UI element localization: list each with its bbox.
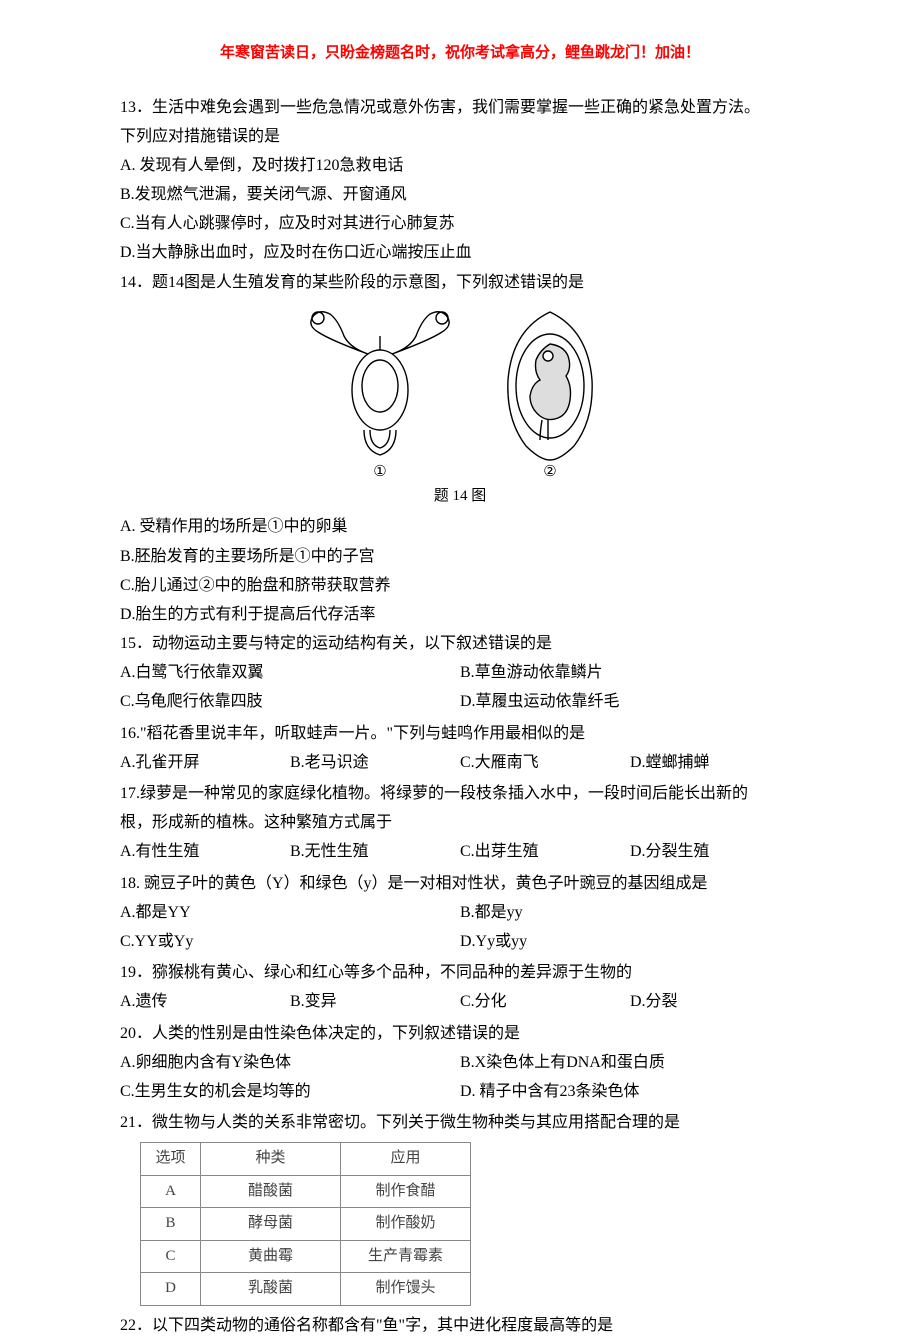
q18-stem: 18. 豌豆子叶的黄色（Y）和绿色（y）是一对相对性状，黄色子叶豌豆的基因组成是 [120,870,800,897]
q17-option-b: B.无性生殖 [290,838,460,865]
q16-stem: 16."稻花香里说丰年，听取蛙声一片。"下列与蛙鸣作用最相似的是 [120,720,800,747]
q19-option-b: B.变异 [290,988,460,1015]
q13-stem-2: 下列应对措施错误的是 [120,123,800,150]
q21-td: B [141,1208,201,1241]
q13-option-a: A. 发现有人晕倒，及时拨打120急救电话 [120,152,800,179]
question-20: 20．人类的性别是由性染色体决定的，下列叙述错误的是 A.卵细胞内含有Y染色体 … [120,1020,800,1108]
q18-option-a: A.都是YY [120,899,460,926]
q20-option-c: C.生男生女的机会是均等的 [120,1078,460,1105]
q21-table: 选项种类应用 A醋酸菌制作食醋B酵母菌制作酸奶C黄曲霉生产青霉素D乳酸菌制作馒头 [140,1142,471,1306]
q21-th: 选项 [141,1143,201,1176]
q14-stem: 14．题14图是人生殖发育的某些阶段的示意图，下列叙述错误的是 [120,269,800,296]
q20-option-d: D. 精子中含有23条染色体 [460,1078,800,1105]
q18-option-c: C.YY或Yy [120,928,460,955]
q21-th: 种类 [201,1143,341,1176]
q16-option-a: A.孔雀开屏 [120,749,290,776]
header-motto: 年寒窗苦读日，只盼金榜题名时，祝你考试拿高分，鲤鱼跳龙门！加油！ [120,40,800,66]
q15-option-a: A.白鹭飞行依靠双翼 [120,659,460,686]
question-13: 13．生活中难免会遇到一些危急情况或意外伤害，我们需要掌握一些正确的紧急处置方法… [120,94,800,267]
q18-option-b: B.都是yy [460,899,800,926]
q19-option-d: D.分裂 [630,988,800,1015]
figure-14: ① ② 题 14 图 [120,300,800,510]
q17-stem-1: 17.绿萝是一种常见的家庭绿化植物。将绿萝的一段枝条插入水中，一段时间后能长出新… [120,780,800,807]
q19-option-c: C.分化 [460,988,630,1015]
question-21: 21．微生物与人类的关系非常密切。下列关于微生物种类与其应用搭配合理的是 选项种… [120,1109,800,1306]
q21-td: 制作酸奶 [341,1208,471,1241]
q16-option-d: D.螳螂捕蝉 [630,749,800,776]
q21-td: 制作食醋 [341,1175,471,1208]
q14-option-d: D.胎生的方式有利于提高后代存活率 [120,601,800,628]
q20-stem: 20．人类的性别是由性染色体决定的，下列叙述错误的是 [120,1020,800,1047]
q21-td: 黄曲霉 [201,1240,341,1273]
q21-td: C [141,1240,201,1273]
q19-option-a: A.遗传 [120,988,290,1015]
q17-option-d: D.分裂生殖 [630,838,800,865]
table-row: C黄曲霉生产青霉素 [141,1240,471,1273]
q17-stem-2: 根，形成新的植株。这种繁殖方式属于 [120,809,800,836]
q21-td: 生产青霉素 [341,1240,471,1273]
table-row: B酵母菌制作酸奶 [141,1208,471,1241]
q21-stem: 21．微生物与人类的关系非常密切。下列关于微生物种类与其应用搭配合理的是 [120,1109,800,1136]
question-18: 18. 豌豆子叶的黄色（Y）和绿色（y）是一对相对性状，黄色子叶豌豆的基因组成是… [120,870,800,958]
q21-td: 酵母菌 [201,1208,341,1241]
q15-option-d: D.草履虫运动依靠纤毛 [460,688,800,715]
q21-td: A [141,1175,201,1208]
q14-option-a: A. 受精作用的场所是①中的卵巢 [120,513,800,540]
q13-option-b: B.发现燃气泄漏，要关闭气源、开窗通风 [120,181,800,208]
q15-option-b: B.草鱼游动依靠鳞片 [460,659,800,686]
q13-option-c: C.当有人心跳骤停时，应及时对其进行心肺复苏 [120,210,800,237]
q13-option-d: D.当大静脉出血时，应及时在伤口近心端按压止血 [120,239,800,266]
table-row: D乳酸菌制作馒头 [141,1273,471,1306]
q21-td: 制作馒头 [341,1273,471,1306]
q21-th: 应用 [341,1143,471,1176]
q20-option-a: A.卵细胞内含有Y染色体 [120,1049,460,1076]
q17-option-a: A.有性生殖 [120,838,290,865]
question-19: 19．猕猴桃有黄心、绿心和红心等多个品种，不同品种的差异源于生物的 A.遗传 B… [120,959,800,1017]
table-row: A醋酸菌制作食醋 [141,1175,471,1208]
question-15: 15．动物运动主要与特定的运动结构有关，以下叙述错误的是 A.白鹭飞行依靠双翼 … [120,630,800,718]
q21-td: 乳酸菌 [201,1273,341,1306]
q15-stem: 15．动物运动主要与特定的运动结构有关，以下叙述错误的是 [120,630,800,657]
question-14: 14．题14图是人生殖发育的某些阶段的示意图，下列叙述错误的是 ① [120,269,800,628]
question-16: 16."稻花香里说丰年，听取蛙声一片。"下列与蛙鸣作用最相似的是 A.孔雀开屏 … [120,720,800,778]
q22-stem: 22．以下四类动物的通俗名称都含有"鱼"字，其中进化程度最高等的是 [120,1312,800,1339]
q15-option-c: C.乌龟爬行依靠四肢 [120,688,460,715]
question-17: 17.绿萝是一种常见的家庭绿化植物。将绿萝的一段枝条插入水中，一段时间后能长出新… [120,780,800,868]
q17-option-c: C.出芽生殖 [460,838,630,865]
q13-stem-1: 13．生活中难免会遇到一些危急情况或意外伤害，我们需要掌握一些正确的紧急处置方法… [120,94,800,121]
q14-option-b: B.胚胎发育的主要场所是①中的子宫 [120,543,800,570]
fig14-label-2: ② [543,464,556,480]
fig14-label-1: ① [373,464,386,480]
q20-option-b: B.X染色体上有DNA和蛋白质 [460,1049,800,1076]
q21-td: D [141,1273,201,1306]
q21-td: 醋酸菌 [201,1175,341,1208]
figure-14-svg: ① ② [290,300,630,480]
q16-option-b: B.老马识途 [290,749,460,776]
question-22: 22．以下四类动物的通俗名称都含有"鱼"字，其中进化程度最高等的是 [120,1312,800,1339]
q19-stem: 19．猕猴桃有黄心、绿心和红心等多个品种，不同品种的差异源于生物的 [120,959,800,986]
q16-option-c: C.大雁南飞 [460,749,630,776]
figure-14-caption: 题 14 图 [120,484,800,510]
q14-option-c: C.胎儿通过②中的胎盘和脐带获取营养 [120,572,800,599]
q18-option-d: D.Yy或yy [460,928,800,955]
